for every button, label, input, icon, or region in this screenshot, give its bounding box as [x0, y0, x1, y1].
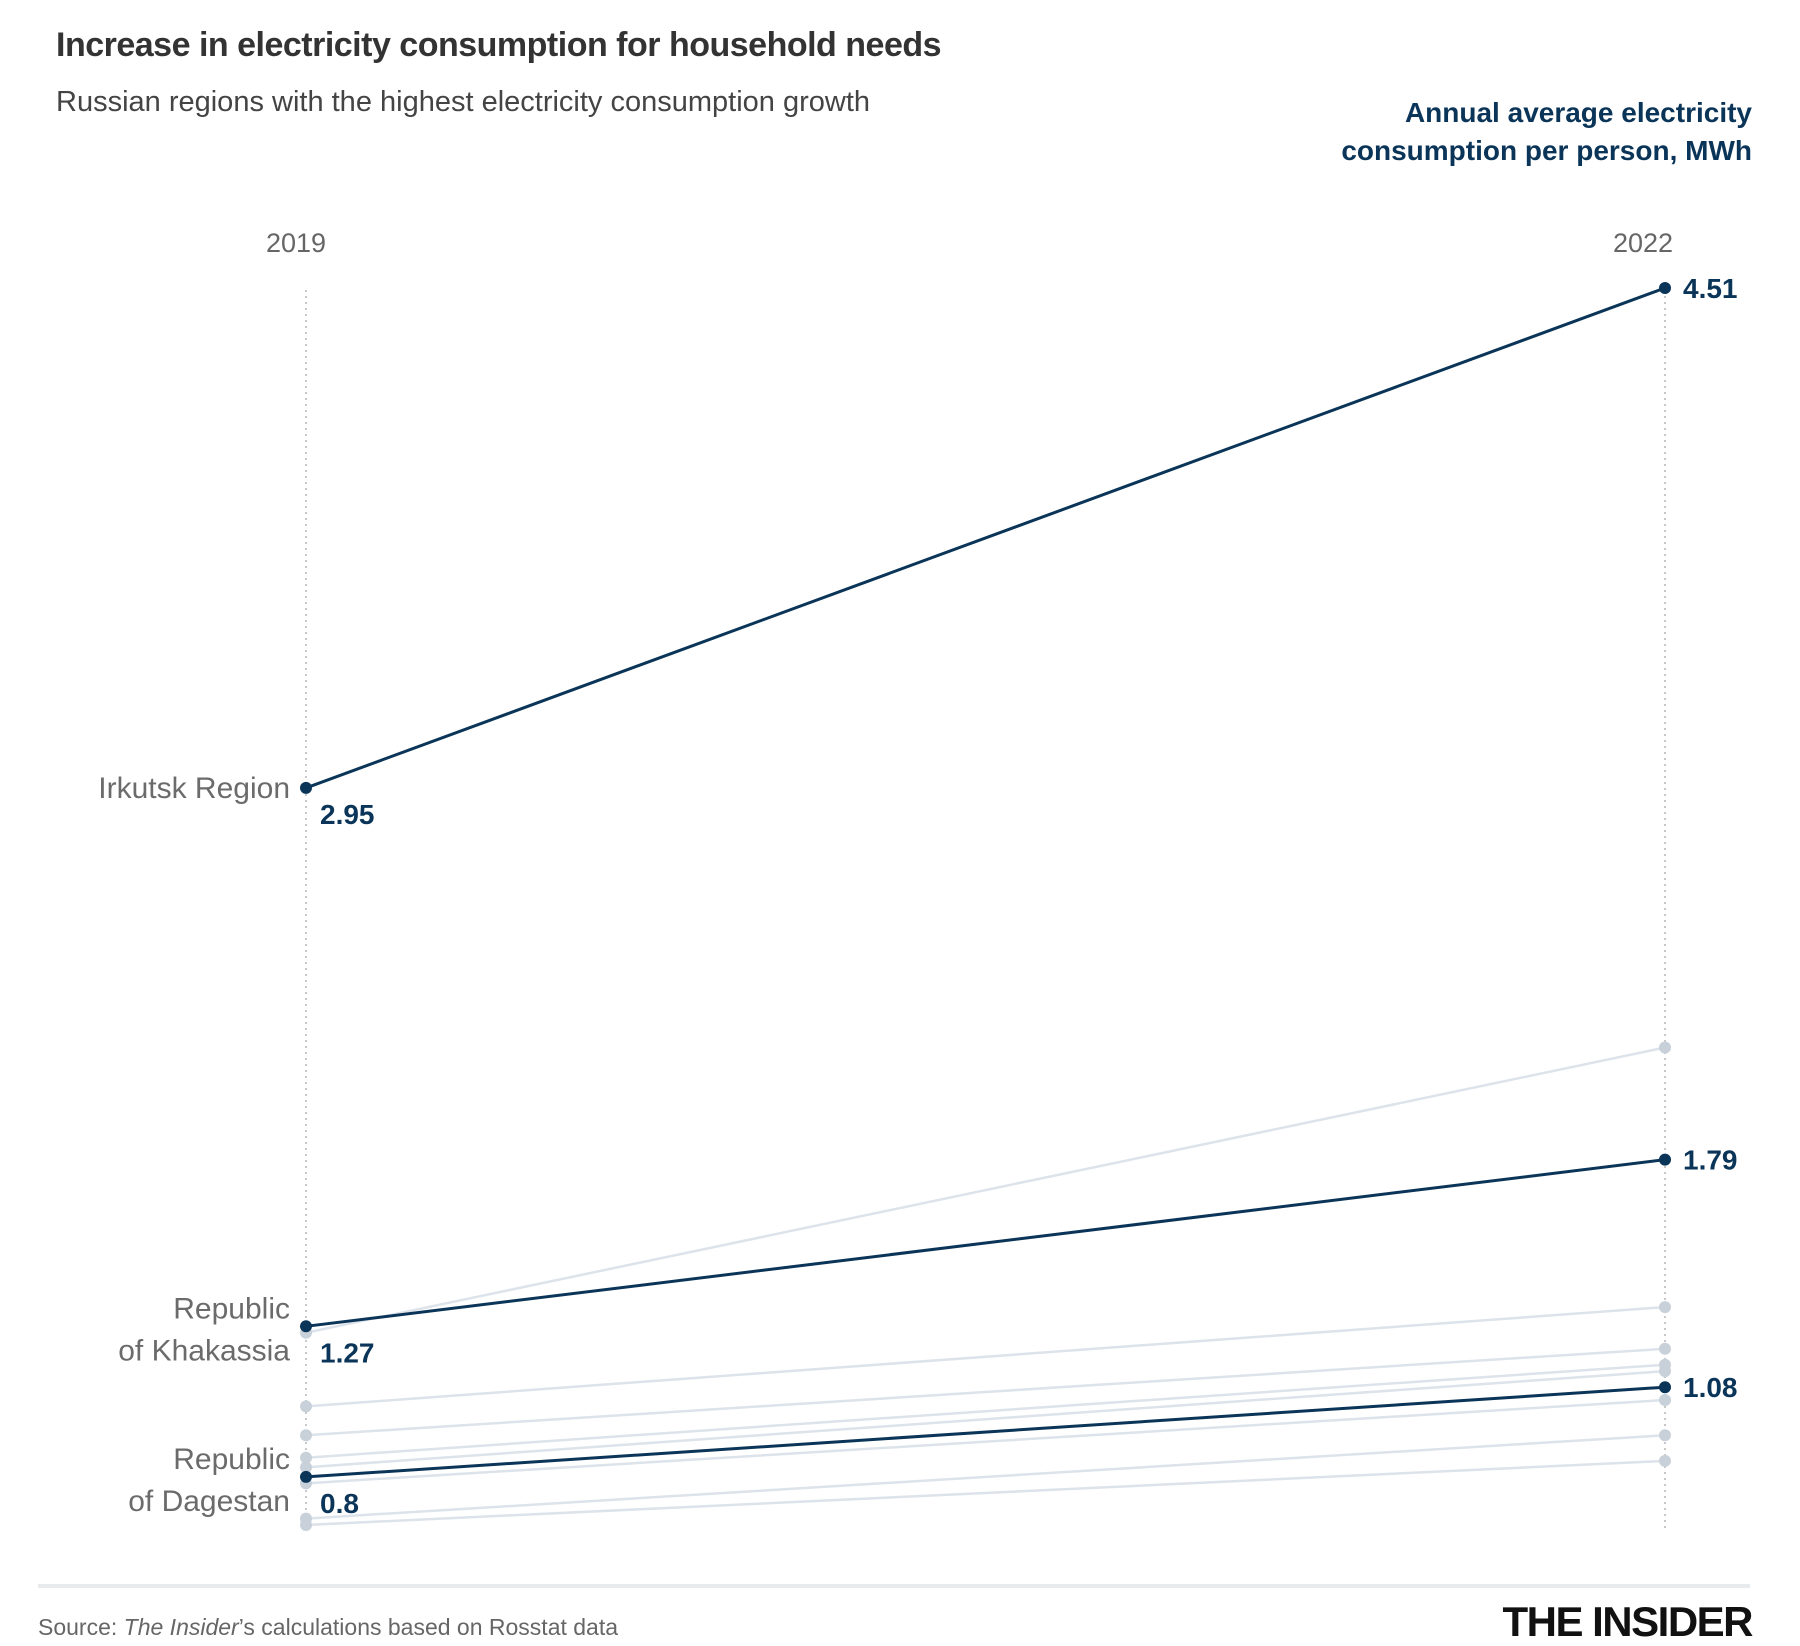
- series-point-2022-0: [1659, 282, 1671, 294]
- series-line-1: [305, 1158, 1666, 1328]
- source-prefix: Source:: [38, 1614, 124, 1640]
- series-point-2019-1: [300, 1320, 312, 1333]
- value-label-2022-1: 1.79: [1683, 1145, 1738, 1176]
- series-point-2019-5: [300, 1429, 312, 1442]
- series-line-0: [305, 286, 1666, 790]
- region-label-1-line-0: Republic: [173, 1292, 290, 1325]
- series-line-5: [305, 1347, 1666, 1437]
- value-label-2022-2: 1.08: [1683, 1372, 1738, 1403]
- brand-logo: THE INSIDER: [1502, 1598, 1753, 1645]
- series-line-9: [305, 1434, 1666, 1520]
- footer-divider: [38, 1584, 1750, 1588]
- region-label-0-line-0: Irkutsk Region: [98, 772, 290, 805]
- series-line-10: [305, 1459, 1666, 1527]
- series-line-3: [305, 1046, 1666, 1334]
- value-label-2022-0: 4.51: [1683, 273, 1738, 304]
- region-label-1-line-1: of Khakassia: [118, 1334, 290, 1367]
- value-label-2019-2: 0.8: [320, 1488, 359, 1519]
- x-label-2022: 2022: [1613, 228, 1674, 258]
- series-point-2022-10: [1659, 1454, 1671, 1467]
- series-point-2019-4: [300, 1400, 312, 1413]
- series-line-2: [305, 1385, 1666, 1479]
- value-label-2019-1: 1.27: [320, 1337, 375, 1368]
- series-point-2022-3: [1659, 1041, 1671, 1054]
- series-point-2022-7: [1659, 1365, 1671, 1378]
- series-line-7: [305, 1369, 1666, 1469]
- series-line-4: [305, 1305, 1666, 1408]
- region-label-2-line-1: of Dagestan: [128, 1485, 290, 1518]
- series-line-6: [305, 1363, 1666, 1459]
- source-note: Source: The Insider’s calculations based…: [38, 1614, 618, 1641]
- series-point-2019-7: [300, 1461, 312, 1474]
- series-point-2022-9: [1659, 1429, 1671, 1442]
- series-point-2019-6: [300, 1451, 312, 1464]
- unit-label: Annual average electricity consumption p…: [1341, 97, 1752, 166]
- chart-subtitle: Russian regions with the highest electri…: [56, 86, 871, 118]
- series-line-8: [305, 1398, 1666, 1485]
- source-italic: The Insider: [123, 1614, 239, 1640]
- series-point-2019-2: [300, 1470, 312, 1483]
- x-label-2019: 2019: [266, 228, 327, 258]
- value-label-2019-0: 2.95: [320, 799, 375, 830]
- series-point-2022-2: [1659, 1381, 1671, 1394]
- series-point-2022-4: [1659, 1301, 1671, 1314]
- series-point-2022-5: [1659, 1342, 1671, 1355]
- series-point-2019-10: [300, 1519, 312, 1531]
- series-point-2019-0: [300, 781, 312, 794]
- chart-title: Increase in electricity consumption for …: [56, 26, 942, 64]
- series-point-2022-1: [1659, 1153, 1671, 1166]
- source-suffix: ’s calculations based on Rosstat data: [238, 1614, 619, 1640]
- region-label-2-line-0: Republic: [173, 1443, 290, 1476]
- series-point-2022-8: [1659, 1394, 1671, 1407]
